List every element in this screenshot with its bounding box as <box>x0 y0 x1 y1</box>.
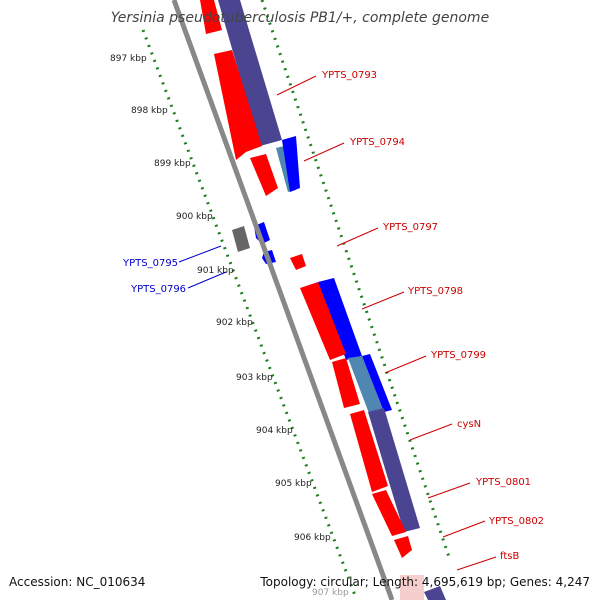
gene-label-cysn: cysN <box>457 419 481 430</box>
gene-label-ypts-0802: YPTS_0802 <box>488 516 544 527</box>
tick-902: 902 kbp <box>216 318 253 328</box>
tick-900: 900 kbp <box>176 212 213 222</box>
gene-label-ypts-0799: YPTS_0799 <box>430 350 486 361</box>
forward-features <box>200 0 412 558</box>
gene-label-ypts-0798: YPTS_0798 <box>407 286 463 297</box>
tick-897: 897 kbp <box>110 54 147 64</box>
gene-label-ftsb: ftsB <box>500 551 519 562</box>
tick-899: 899 kbp <box>154 159 191 169</box>
tick-906: 906 kbp <box>294 533 331 543</box>
topology-text: Topology: circular; Length: 4,695,619 bp… <box>259 575 590 589</box>
tick-907: 907 kbp <box>312 588 349 598</box>
genome-backbone <box>171 0 395 600</box>
tick-901: 901 kbp <box>197 266 234 276</box>
label-leaders <box>178 75 497 571</box>
gene-label-ypts-0801: YPTS_0801 <box>475 477 531 488</box>
outer-tick-track <box>260 0 452 561</box>
gene-label-ypts-0797: YPTS_0797 <box>382 222 438 233</box>
gene-label-ypts-0795: YPTS_0795 <box>122 258 178 269</box>
map-title: Yersinia pseudotuberculosis PB1/+, compl… <box>111 10 489 26</box>
accession-text: Accession: NC_010634 <box>9 575 145 589</box>
tick-903: 903 kbp <box>236 373 273 383</box>
gene-label-ypts-0796: YPTS_0796 <box>130 284 186 295</box>
tick-905: 905 kbp <box>275 479 312 489</box>
blast-hit-track <box>218 0 446 600</box>
gene-label-ypts-0793: YPTS_0793 <box>321 70 377 81</box>
tick-904: 904 kbp <box>256 426 293 436</box>
inner-tick-track <box>141 29 358 599</box>
gene-label-ypts-0794: YPTS_0794 <box>349 137 405 148</box>
faded-feature <box>400 575 424 600</box>
tick-898: 898 kbp <box>131 106 168 116</box>
